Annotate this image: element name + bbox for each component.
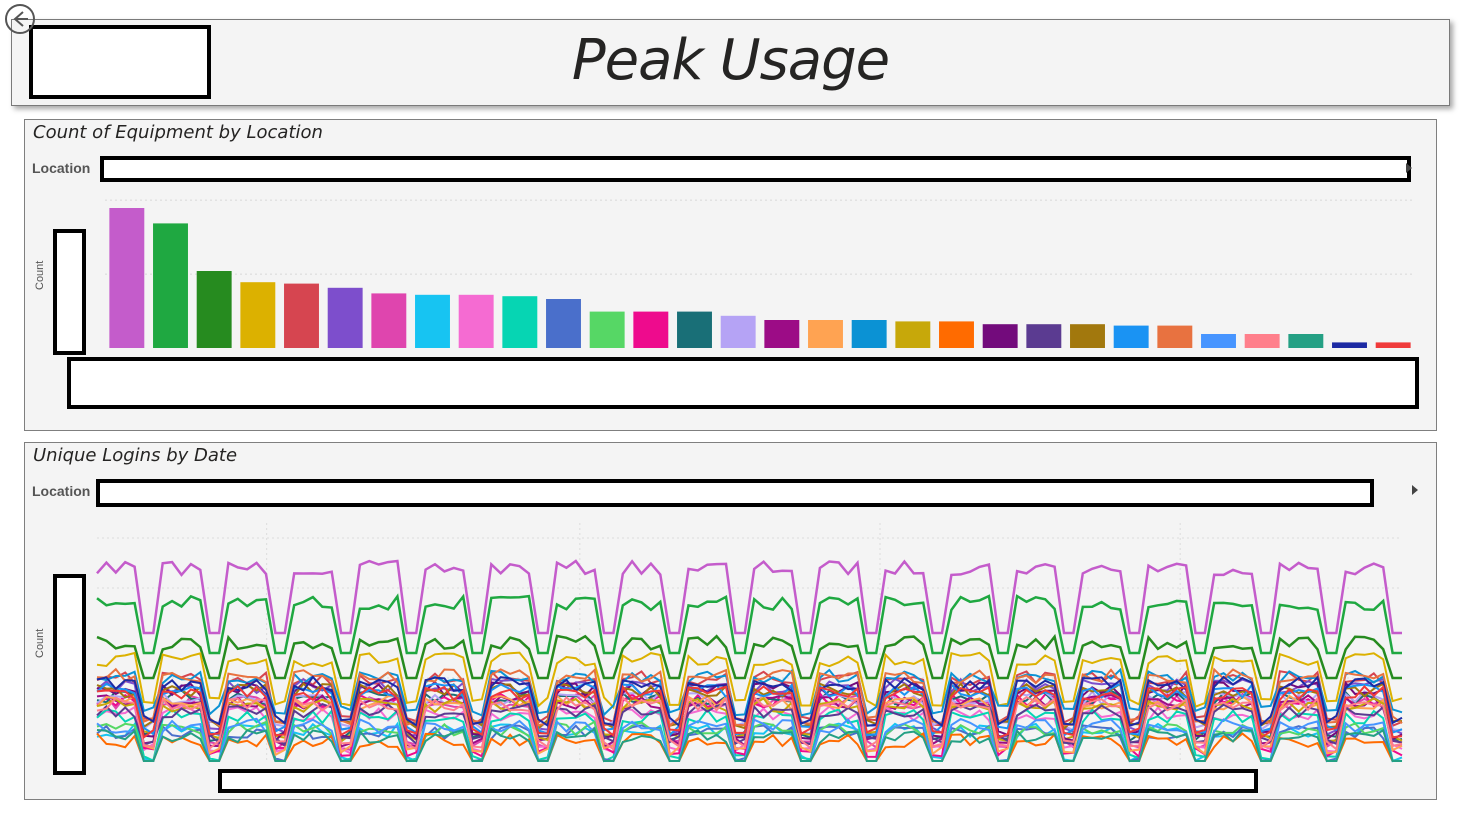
- bar[interactable]: [240, 282, 276, 348]
- series-line[interactable]: [96, 593, 1402, 655]
- bar[interactable]: [1070, 324, 1105, 348]
- bar[interactable]: [982, 324, 1018, 348]
- series-line[interactable]: [96, 633, 1402, 680]
- bar[interactable]: [895, 321, 931, 348]
- bar[interactable]: [1244, 334, 1280, 348]
- series-line[interactable]: [96, 708, 1403, 763]
- legend-next-icon[interactable]: [1406, 163, 1412, 173]
- logins-chart-panel[interactable]: Unique Logins by Date Location Count: [24, 442, 1437, 800]
- series-line[interactable]: [96, 695, 1403, 751]
- bar[interactable]: [720, 315, 756, 348]
- bar[interactable]: [415, 294, 450, 348]
- bar[interactable]: [1288, 334, 1324, 348]
- equipment-chart-title: Count of Equipment by Location: [33, 122, 323, 143]
- redacted-x-axis: [218, 769, 1258, 793]
- bar[interactable]: [589, 311, 625, 348]
- logins-chart-title: Unique Logins by Date: [33, 445, 238, 466]
- bar[interactable]: [808, 320, 843, 348]
- bar-chart[interactable]: [95, 160, 1425, 420]
- series-line[interactable]: [96, 717, 1402, 762]
- bar[interactable]: [546, 299, 581, 348]
- redacted-x-axis: [67, 357, 1419, 409]
- back-arrow-icon: [5, 4, 35, 34]
- bar[interactable]: [939, 321, 974, 348]
- series-line[interactable]: [96, 727, 1402, 762]
- bar[interactable]: [1375, 342, 1411, 348]
- bar[interactable]: [1113, 325, 1149, 348]
- bar[interactable]: [153, 223, 188, 348]
- redacted-legend: [96, 479, 1374, 507]
- line-chart[interactable]: [96, 523, 1407, 773]
- bar[interactable]: [109, 208, 145, 348]
- redacted-logo: [29, 25, 211, 99]
- header-banner: Peak Usage: [11, 19, 1450, 106]
- bar[interactable]: [633, 311, 669, 348]
- bar[interactable]: [371, 293, 407, 348]
- redacted-legend: [100, 156, 1411, 182]
- bar[interactable]: [1157, 325, 1193, 348]
- y-axis-title: Count: [34, 260, 46, 290]
- bar[interactable]: [502, 296, 538, 348]
- bar[interactable]: [764, 320, 800, 348]
- page-title: Peak Usage: [571, 28, 890, 93]
- bar[interactable]: [851, 320, 887, 348]
- bar[interactable]: [458, 294, 494, 348]
- redacted-y-axis: [53, 229, 86, 355]
- back-button[interactable]: [4, 3, 36, 35]
- equipment-chart-panel[interactable]: Count of Equipment by Location Location …: [24, 119, 1437, 431]
- bar[interactable]: [1026, 324, 1062, 348]
- series-line[interactable]: [96, 684, 1403, 740]
- bar[interactable]: [196, 271, 232, 348]
- bar[interactable]: [327, 287, 363, 348]
- legend-label: Location: [32, 483, 91, 499]
- bar[interactable]: [677, 311, 712, 348]
- legend-next-icon[interactable]: [1412, 485, 1418, 495]
- series-line[interactable]: [96, 559, 1402, 635]
- series-line[interactable]: [96, 651, 1403, 710]
- bar[interactable]: [1201, 334, 1236, 348]
- bar[interactable]: [284, 283, 319, 348]
- redacted-y-axis: [53, 574, 86, 775]
- y-axis-title: Count: [34, 628, 46, 658]
- legend-label: Location: [32, 160, 91, 176]
- bar[interactable]: [1332, 342, 1367, 348]
